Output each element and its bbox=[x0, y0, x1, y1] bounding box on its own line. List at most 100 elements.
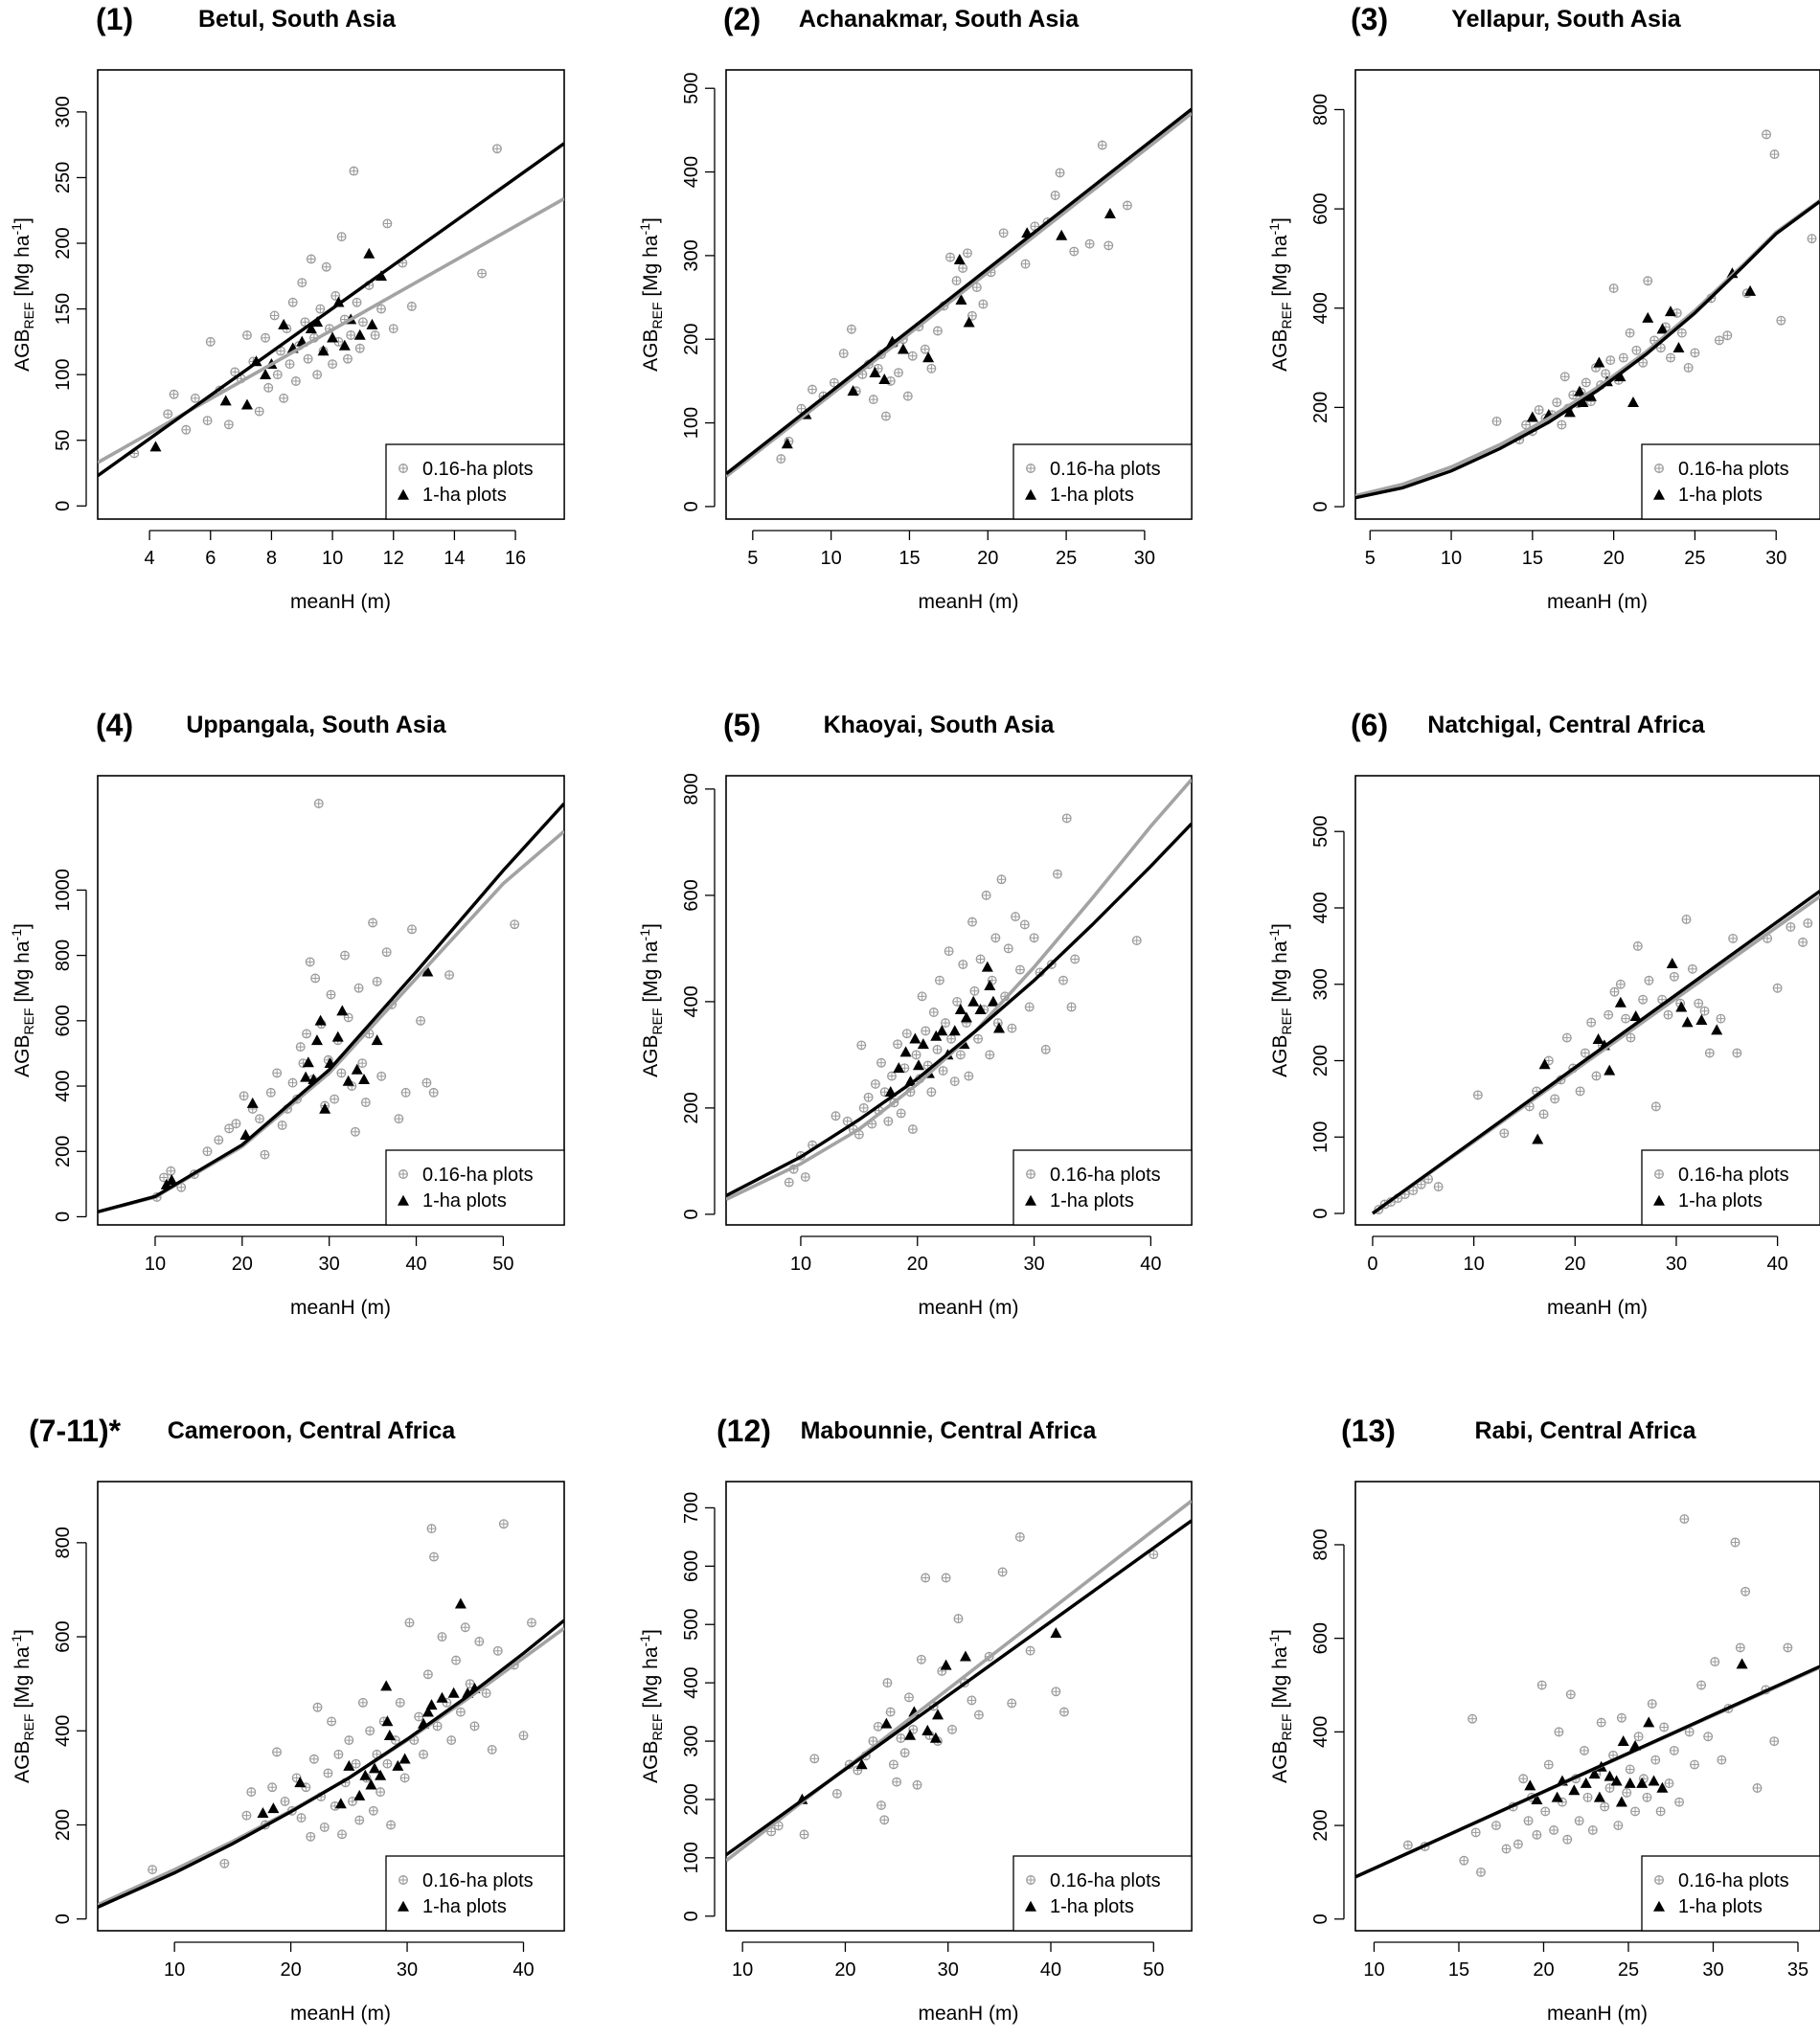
point-016ha bbox=[831, 1788, 842, 1799]
point-016ha bbox=[998, 228, 1009, 238]
point-1ha bbox=[1610, 1775, 1623, 1786]
x-tick-label: 40 bbox=[1766, 1254, 1787, 1275]
x-tick-label: 20 bbox=[280, 1959, 301, 1981]
point-016ha bbox=[231, 1119, 241, 1129]
legend-label-1ha: 1-ha plots bbox=[1050, 1190, 1134, 1211]
point-016ha bbox=[242, 330, 252, 340]
x-tick-label: 40 bbox=[512, 1959, 534, 1981]
data-layer bbox=[726, 107, 1192, 478]
plot-frame bbox=[97, 1481, 565, 1932]
point-016ha bbox=[1024, 1002, 1035, 1012]
point-016ha bbox=[799, 1829, 809, 1840]
legend: 0.16-ha plots 1-ha plots bbox=[385, 1149, 565, 1226]
y-tick-label: 300 bbox=[681, 239, 702, 271]
point-016ha bbox=[302, 1029, 312, 1039]
point-016ha bbox=[290, 376, 301, 386]
x-tick-label: 20 bbox=[1564, 1254, 1585, 1275]
legend-label-016ha: 0.16-ha plots bbox=[1678, 459, 1789, 480]
y-axis-label-part: ] bbox=[1269, 923, 1291, 929]
point-016ha bbox=[946, 1033, 957, 1044]
y-tick-label: 0 bbox=[53, 1913, 74, 1924]
x-axis: 10 20 30 40 50 meanH (m) bbox=[145, 1235, 514, 1319]
y-axis-label-part: REF bbox=[21, 1008, 36, 1034]
point-016ha bbox=[1772, 983, 1783, 993]
x-tick-label: 30 bbox=[1765, 548, 1786, 569]
point-016ha bbox=[1019, 919, 1030, 930]
point-1ha bbox=[1711, 1024, 1723, 1035]
legend-marker-1ha bbox=[1653, 1900, 1665, 1912]
legend-marker-016ha bbox=[1026, 464, 1035, 473]
point-1ha bbox=[912, 1059, 924, 1071]
point-016ha bbox=[382, 218, 393, 229]
point-1ha bbox=[1636, 1777, 1649, 1788]
point-016ha bbox=[219, 1858, 230, 1868]
point-016ha bbox=[911, 1050, 921, 1060]
legend: 0.16-ha plots 1-ha plots bbox=[1641, 443, 1820, 520]
fit-curve-1ha bbox=[1355, 1664, 1820, 1879]
y-tick-label: 100 bbox=[681, 407, 702, 439]
point-016ha bbox=[1402, 1840, 1413, 1850]
point-1ha bbox=[855, 1758, 868, 1770]
x-tick-label: 40 bbox=[1040, 1959, 1061, 1981]
legend-label-1ha: 1-ha plots bbox=[1678, 485, 1763, 506]
point-1ha bbox=[993, 1022, 1006, 1033]
point-016ha bbox=[856, 1040, 867, 1051]
point-016ha bbox=[776, 454, 786, 464]
point-1ha bbox=[1681, 1016, 1694, 1028]
point-016ha bbox=[451, 1655, 462, 1665]
y-axis-label-part: [Mg ha bbox=[11, 1646, 34, 1713]
point-016ha bbox=[969, 985, 980, 996]
data-layer bbox=[1355, 1514, 1820, 1879]
y-tick-label: 400 bbox=[681, 1666, 702, 1698]
point-016ha bbox=[276, 346, 285, 356]
point-016ha bbox=[1676, 328, 1687, 338]
y-tick-label: 0 bbox=[1310, 1208, 1331, 1218]
point-016ha bbox=[437, 1632, 447, 1642]
point-016ha bbox=[287, 297, 298, 307]
point-1ha bbox=[239, 1129, 252, 1140]
y-tick-label: 400 bbox=[681, 156, 702, 188]
point-016ha bbox=[853, 1129, 864, 1140]
point-016ha bbox=[399, 1773, 410, 1783]
y-axis-label-part: ] bbox=[11, 1629, 34, 1635]
point-016ha bbox=[1740, 1586, 1751, 1596]
fit-curve-1ha bbox=[726, 1519, 1192, 1857]
y-tick-label: 200 bbox=[53, 227, 74, 259]
point-1ha bbox=[311, 316, 324, 328]
point-1ha bbox=[319, 1102, 331, 1114]
x-tick-label: 30 bbox=[1134, 548, 1155, 569]
x-tick-label: 0 bbox=[1367, 1254, 1377, 1275]
chart-panel-5: (5) Khaoyai, South Asia 10 20 30 40 meanH (m) 0… bbox=[637, 708, 1193, 1319]
point-016ha bbox=[1716, 1013, 1726, 1024]
point-016ha bbox=[1020, 259, 1031, 269]
point-1ha bbox=[366, 318, 378, 329]
point-016ha bbox=[1669, 1745, 1679, 1755]
x-tick-label: 12 bbox=[383, 548, 404, 569]
point-016ha bbox=[166, 1166, 176, 1176]
point-016ha bbox=[996, 874, 1007, 885]
point-016ha bbox=[967, 310, 977, 321]
point-1ha bbox=[375, 1769, 387, 1780]
point-016ha bbox=[416, 1015, 426, 1026]
point-016ha bbox=[395, 1697, 405, 1708]
point-1ha bbox=[963, 316, 975, 328]
point-1ha bbox=[909, 1032, 921, 1044]
point-016ha bbox=[1580, 1048, 1590, 1058]
point-016ha bbox=[932, 1044, 943, 1054]
point-016ha bbox=[323, 1768, 333, 1778]
fit-curve-1ha bbox=[98, 1619, 564, 1909]
legend-box bbox=[1012, 1149, 1193, 1226]
point-1ha bbox=[260, 368, 272, 379]
y-axis-label-part: AGB bbox=[11, 328, 34, 371]
point-1ha bbox=[897, 343, 909, 354]
y-tick-label: 300 bbox=[681, 1725, 702, 1756]
point-1ha bbox=[1050, 1627, 1062, 1639]
legend-marker-016ha bbox=[1026, 1169, 1035, 1179]
y-tick-label: 100 bbox=[681, 1842, 702, 1873]
point-016ha bbox=[1559, 372, 1570, 382]
point-1ha bbox=[149, 441, 162, 452]
plot-frame bbox=[725, 69, 1193, 520]
x-axis: 10 20 30 40 meanH (m) bbox=[790, 1235, 1161, 1319]
point-016ha bbox=[1722, 330, 1733, 341]
point-016ha bbox=[1638, 994, 1649, 1005]
